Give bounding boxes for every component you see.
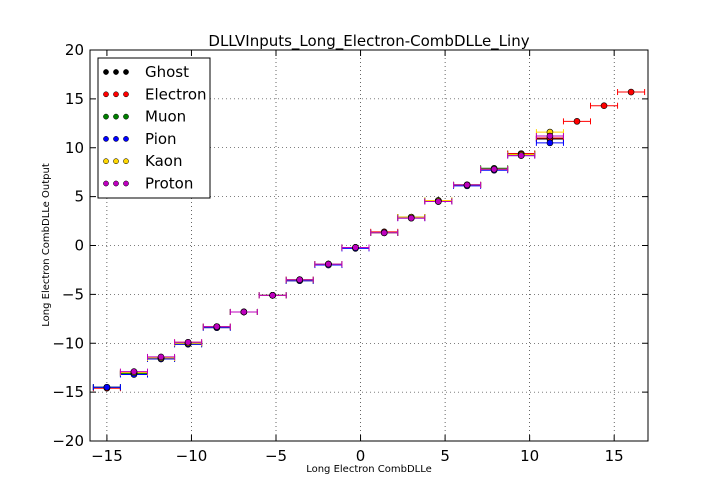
x-tick-label: −5 (265, 447, 287, 465)
legend-marker (123, 69, 129, 75)
legend-label: Ghost (145, 63, 189, 81)
x-tick-label: 15 (605, 447, 624, 465)
legend-label: Kaon (145, 152, 182, 170)
electron-point (600, 102, 608, 110)
proton-point (490, 165, 498, 173)
proton-point (296, 276, 303, 284)
x-tick-label: −10 (176, 447, 208, 465)
legend-marker (103, 180, 109, 187)
y-tick-label: −15 (52, 383, 84, 401)
legend-marker (113, 158, 119, 165)
x-tick-label: 5 (440, 447, 450, 465)
proton-point (517, 152, 525, 159)
legend-marker (123, 91, 129, 98)
legend-marker (113, 91, 119, 98)
proton-point (407, 214, 415, 222)
y-tick-label: −10 (52, 334, 84, 352)
proton-point (269, 292, 276, 299)
legend-marker (103, 136, 109, 142)
legend-marker (103, 113, 109, 120)
legend-marker (123, 180, 129, 187)
legend-item-pion: Pion (103, 130, 177, 148)
electron-point (627, 88, 635, 96)
legend-marker (103, 91, 109, 98)
proton-point (435, 198, 442, 205)
legend-marker (113, 69, 119, 75)
legend-label: Electron (145, 85, 207, 103)
legend-item-ghost: Ghost (103, 63, 189, 81)
legend: Ghost Electron Muon Pion Kaon Proton (97, 57, 211, 199)
y-tick-label: −5 (62, 285, 84, 303)
legend-item-proton: Proton (103, 175, 193, 193)
legend-marker (113, 113, 119, 120)
proton-point (240, 308, 248, 316)
legend-label: Proton (145, 175, 193, 193)
x-tick-label: 10 (520, 447, 539, 465)
data-layer (92, 88, 646, 392)
proton-point (213, 323, 221, 330)
y-tick-label: 10 (65, 139, 84, 157)
legend-box (97, 57, 211, 199)
ticks: −15 −10 −5 0 5 10 15 −20 −15 −10 −5 0 5 10 15 20 (52, 41, 648, 465)
legend-marker (113, 180, 119, 187)
proton-point (352, 244, 359, 251)
proton-point (184, 338, 192, 346)
legend-label: Muon (145, 108, 186, 126)
x-tick-label: 0 (356, 447, 366, 465)
x-tick-label: −15 (91, 447, 123, 465)
pion-point (103, 383, 111, 391)
y-tick-label: 5 (74, 188, 84, 206)
proton-point (463, 181, 471, 189)
chart-title: DLLVInputs_Long_Electron-CombDLLe_Liny (208, 32, 529, 51)
legend-marker (103, 69, 109, 75)
proton-point (546, 132, 554, 140)
y-tick-label: 15 (65, 90, 84, 108)
proton-point (325, 260, 332, 268)
legend-item-kaon: Kaon (103, 152, 182, 170)
legend-item-electron: Electron (103, 85, 207, 103)
y-axis-label: Long Electron CombDLLe Output (41, 163, 52, 327)
x-axis-label: Long Electron CombDLLe (306, 464, 432, 475)
legend-label: Pion (145, 130, 177, 148)
y-tick-label: 0 (74, 237, 84, 255)
proton-point (157, 353, 165, 361)
y-tick-label: −20 (52, 432, 84, 450)
legend-item-muon: Muon (103, 108, 186, 126)
legend-marker (103, 158, 109, 165)
y-tick-label: 20 (65, 41, 84, 59)
pion-point (546, 139, 554, 147)
legend-marker (123, 136, 129, 142)
proton-point (380, 229, 388, 237)
electron-point (573, 118, 581, 125)
legend-marker (113, 136, 119, 142)
legend-marker (123, 113, 129, 120)
legend-marker (123, 158, 129, 165)
proton-point (130, 368, 138, 375)
